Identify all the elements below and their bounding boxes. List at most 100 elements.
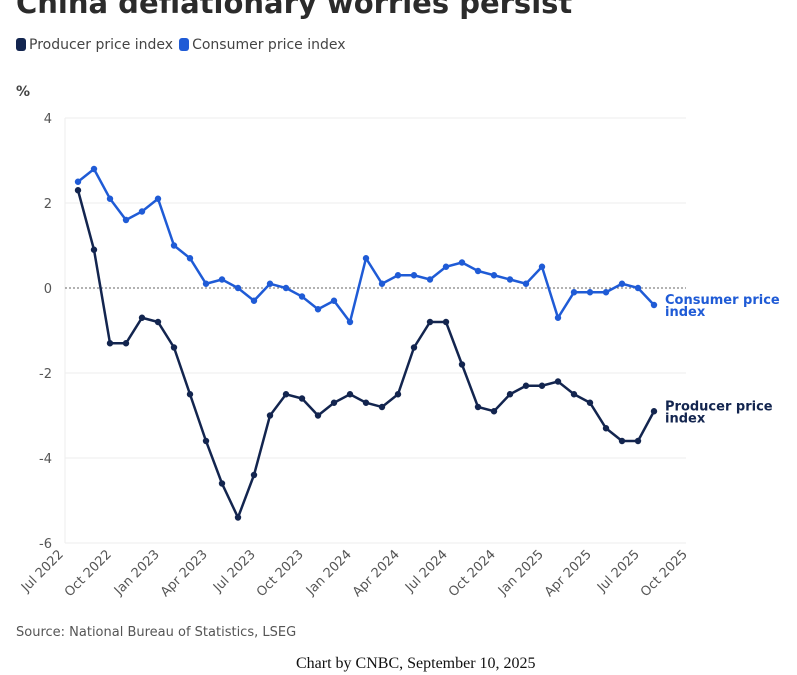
x-tick-label: Apr 2023 <box>158 547 211 600</box>
x-tick-label: Jan 2023 <box>111 547 163 599</box>
data-point <box>154 318 162 326</box>
data-point <box>442 318 450 326</box>
data-point <box>122 340 130 347</box>
data-point <box>586 399 594 406</box>
data-point <box>554 378 562 385</box>
x-tick-label: Oct 2025 <box>638 547 691 600</box>
y-tick-label: -6 <box>39 537 52 552</box>
end-label: index <box>665 411 706 426</box>
data-point <box>490 272 498 279</box>
y-tick-label: 4 <box>44 112 52 127</box>
data-point <box>602 425 610 432</box>
chart-title: China deflationary worries persist <box>16 0 573 20</box>
data-point <box>346 318 354 326</box>
data-point <box>186 255 194 262</box>
data-point <box>618 437 626 445</box>
data-point <box>330 399 338 406</box>
end-label: Producer price <box>665 399 773 414</box>
data-point <box>122 216 130 224</box>
data-point <box>474 267 482 275</box>
data-point <box>266 280 274 287</box>
data-point <box>106 340 114 347</box>
data-point <box>170 242 178 249</box>
data-point <box>218 480 226 487</box>
data-point <box>650 408 658 415</box>
data-point <box>234 514 242 521</box>
data-point <box>314 306 322 313</box>
data-point <box>506 276 514 283</box>
data-point <box>634 437 642 445</box>
data-point <box>202 280 210 287</box>
legend-label-cpi: Consumer price index <box>192 37 346 53</box>
data-point <box>330 297 338 304</box>
data-point <box>410 272 418 279</box>
end-label: index <box>665 305 706 320</box>
x-tick-label: Jan 2024 <box>303 547 355 599</box>
data-point <box>90 246 98 253</box>
x-tick-label: Oct 2022 <box>62 547 115 600</box>
x-tick-label: Apr 2024 <box>350 547 403 600</box>
legend-label-ppi: Producer price index <box>29 37 174 53</box>
data-point <box>298 293 306 300</box>
data-point <box>634 284 642 292</box>
data-point <box>218 276 226 283</box>
data-point <box>506 391 514 398</box>
data-point <box>490 408 498 415</box>
data-point <box>106 195 114 202</box>
y-tick-label: 0 <box>44 282 52 297</box>
data-point <box>602 289 610 296</box>
data-point <box>570 289 578 296</box>
y-tick-label: -2 <box>39 367 52 382</box>
data-point <box>202 437 210 445</box>
data-point <box>250 297 258 304</box>
data-point <box>554 314 562 321</box>
data-point <box>378 403 386 411</box>
y-axis-unit: % <box>16 84 31 100</box>
data-point <box>458 259 466 266</box>
legend-swatch-ppi <box>16 38 26 51</box>
data-point <box>234 284 242 292</box>
y-tick-label: 2 <box>44 197 52 212</box>
legend-item-cpi: Consumer price index <box>179 37 346 53</box>
data-point <box>74 187 82 194</box>
x-tick-label: Oct 2023 <box>254 547 307 600</box>
data-point <box>378 280 386 287</box>
data-point <box>458 361 466 368</box>
data-point <box>138 314 146 321</box>
source-note: Source: National Bureau of Statistics, L… <box>16 625 297 640</box>
data-point <box>362 399 370 406</box>
end-label: Consumer price <box>665 293 780 308</box>
data-point <box>90 165 98 173</box>
data-point <box>586 289 594 296</box>
data-point <box>154 195 162 202</box>
data-point <box>186 391 194 398</box>
legend: Producer price index Consumer price inde… <box>16 37 346 53</box>
legend-swatch-cpi <box>179 38 190 51</box>
data-point <box>474 403 482 411</box>
data-point <box>74 178 82 185</box>
data-point <box>282 391 290 398</box>
data-point <box>570 391 578 398</box>
data-point <box>538 382 546 389</box>
x-tick-label: Jul 2022 <box>18 547 67 596</box>
chart-credit: Chart by CNBC, September 10, 2025 <box>296 655 536 672</box>
data-point <box>522 280 530 287</box>
data-point <box>394 391 402 398</box>
data-point <box>250 471 258 479</box>
x-tick-label: Jul 2025 <box>594 547 643 596</box>
data-point <box>282 284 290 292</box>
data-point <box>538 263 546 270</box>
data-point <box>522 382 530 389</box>
x-tick-label: Jul 2023 <box>210 547 259 596</box>
data-point <box>650 301 658 309</box>
data-point <box>266 412 274 419</box>
data-point <box>410 344 418 351</box>
x-tick-label: Apr 2025 <box>542 547 595 600</box>
series-line-cpi <box>77 167 655 325</box>
x-tick-label: Jul 2024 <box>402 547 451 596</box>
series-line-ppi <box>76 189 656 521</box>
data-point <box>618 280 626 287</box>
data-point <box>394 272 402 279</box>
y-tick-label: -4 <box>39 452 52 467</box>
